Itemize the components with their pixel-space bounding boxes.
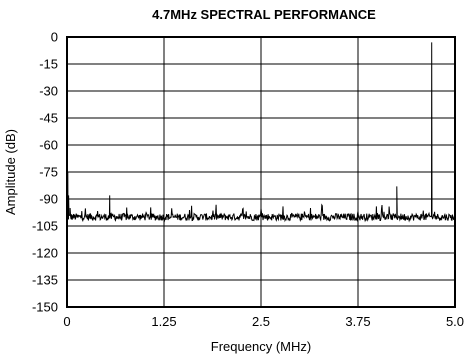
grid-lines [66, 36, 456, 308]
y-axis-label: Amplitude (dB) [3, 129, 18, 215]
y-tick-label: -120 [32, 246, 58, 261]
y-tick-label: -30 [39, 84, 58, 99]
y-tick-labels: 0 -15 -30 -45 -60 -75 -90 -105 -120 -135 -150 [32, 30, 58, 315]
y-tick-label: -15 [39, 57, 58, 72]
spectrum-line [66, 42, 456, 223]
plot-frame [66, 36, 456, 308]
y-tick-label: -45 [39, 111, 58, 126]
x-tick-label: 2.5 [252, 314, 270, 329]
x-tick-label: 5.0 [446, 314, 464, 329]
x-tick-label: 3.75 [345, 314, 370, 329]
y-tick-label: -60 [39, 138, 58, 153]
x-axis-label: Frequency (MHz) [211, 339, 311, 354]
chart-title: 4.7MHz SPECTRAL PERFORMANCE [152, 7, 376, 22]
x-tick-label: 1.25 [151, 314, 176, 329]
signal-trace [66, 42, 456, 223]
x-tick-labels: 0 1.25 2.5 3.75 5.0 [63, 314, 464, 329]
y-tick-label: -135 [32, 273, 58, 288]
y-tick-label: -105 [32, 219, 58, 234]
y-tick-label: -75 [39, 165, 58, 180]
y-tick-label: -150 [32, 300, 58, 315]
y-tick-label: 0 [51, 30, 58, 45]
x-tick-label: 0 [63, 314, 70, 329]
y-tick-label: -90 [39, 192, 58, 207]
